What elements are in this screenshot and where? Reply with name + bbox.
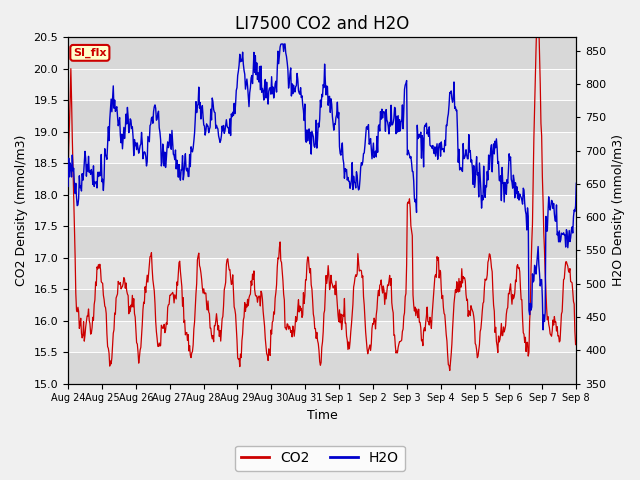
Text: SI_flx: SI_flx (73, 48, 107, 58)
Bar (68, 100, 576, 132)
Bar (68, 37, 576, 69)
Bar (68, 289, 576, 321)
Bar (68, 321, 576, 352)
Title: LI7500 CO2 and H2O: LI7500 CO2 and H2O (235, 15, 410, 33)
Y-axis label: H2O Density (mmol/m3): H2O Density (mmol/m3) (612, 134, 625, 287)
Bar (68, 132, 576, 163)
Bar (68, 195, 576, 226)
Y-axis label: CO2 Density (mmol/m3): CO2 Density (mmol/m3) (15, 135, 28, 286)
Bar (68, 163, 576, 195)
Bar (68, 352, 576, 384)
Bar (68, 258, 576, 289)
Bar (68, 69, 576, 100)
X-axis label: Time: Time (307, 409, 337, 422)
Bar (68, 226, 576, 258)
Legend: CO2, H2O: CO2, H2O (236, 445, 404, 471)
